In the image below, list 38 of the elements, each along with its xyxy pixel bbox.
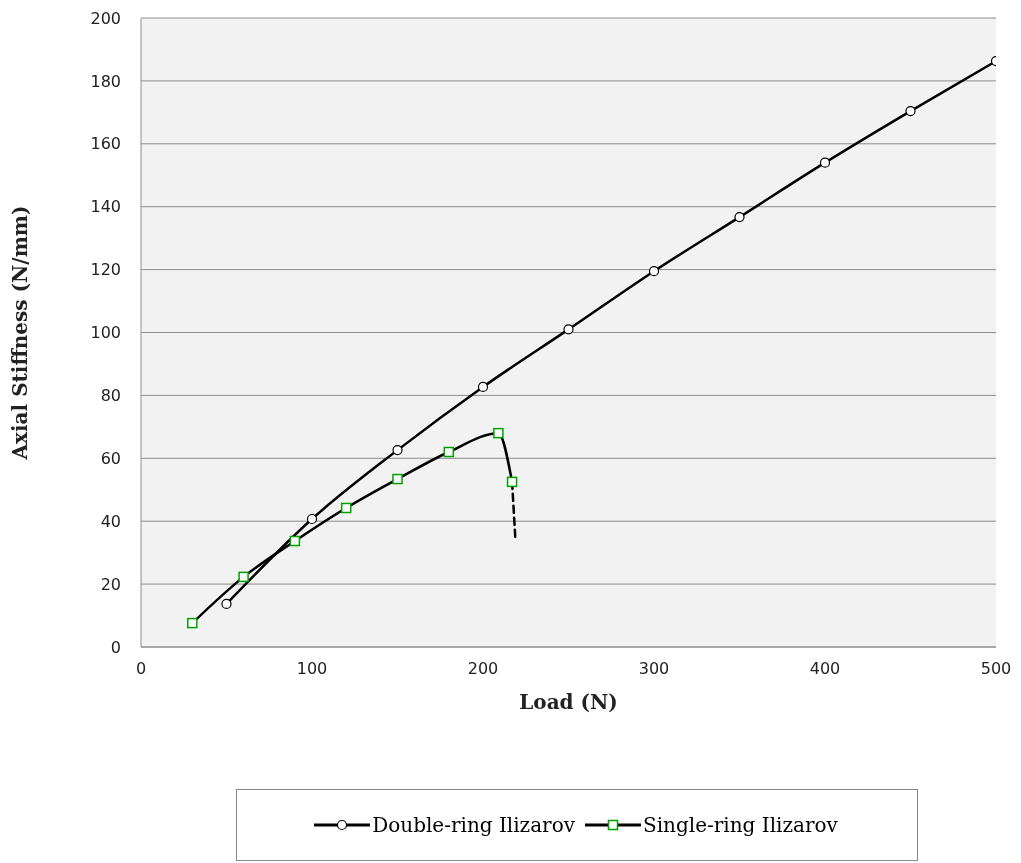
point [563, 324, 574, 335]
x-tick-label: 200 [467, 659, 499, 679]
point [443, 446, 455, 458]
y-tick-label: 160 [90, 134, 121, 154]
point [506, 476, 518, 488]
point [340, 502, 352, 514]
x-tick-label: 100 [296, 659, 328, 679]
y-tick-label: 20 [100, 574, 121, 594]
point [734, 211, 745, 223]
point [648, 266, 660, 277]
point [238, 571, 249, 583]
y-tick-label: 40 [100, 511, 121, 531]
point [221, 598, 232, 610]
point [289, 535, 301, 547]
y-tick-label: 80 [100, 386, 121, 406]
x-tick-label: 500 [980, 659, 1012, 679]
y-tick-label: 180 [90, 71, 121, 91]
y-tick-label: 0 [110, 637, 121, 657]
y-tick-label: 100 [90, 323, 121, 343]
x-axis-title: Load (N) [519, 690, 618, 714]
point [477, 381, 489, 393]
x-tick-label: 400 [809, 659, 841, 679]
x-tick-label: 0 [135, 659, 147, 679]
y-axis-title: Axial Stiffness (N/mm) [8, 205, 33, 461]
x-tick-label: 300 [638, 659, 670, 679]
legend-label: Single-ring Ilizarov [642, 813, 838, 837]
y-tick-label: 120 [90, 260, 121, 280]
point [819, 157, 831, 168]
point [392, 473, 403, 485]
y-tick-label: 200 [90, 8, 121, 28]
y-tick-label: 60 [100, 448, 121, 468]
point [306, 513, 318, 525]
legend-label: Double-ring Ilizarov [372, 813, 575, 837]
point [187, 617, 198, 629]
y-tick-label: 140 [90, 197, 121, 217]
point [392, 445, 403, 456]
point [905, 105, 916, 117]
point [493, 427, 504, 439]
